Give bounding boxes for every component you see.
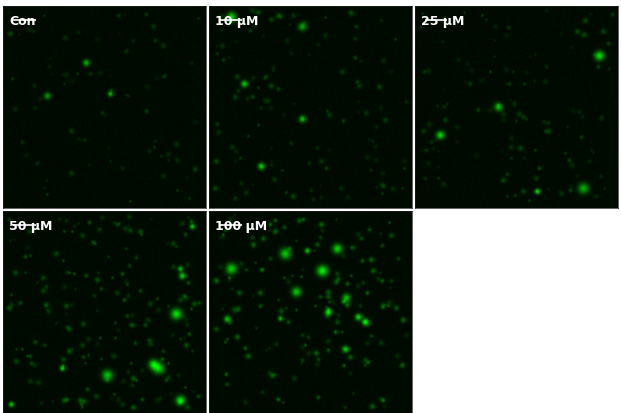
Text: 25 μM: 25 μM (421, 15, 465, 28)
Text: 10 μM: 10 μM (215, 15, 258, 28)
Text: 100 μM: 100 μM (215, 220, 267, 233)
Text: 50 μM: 50 μM (9, 220, 53, 233)
Text: Con: Con (9, 15, 35, 28)
